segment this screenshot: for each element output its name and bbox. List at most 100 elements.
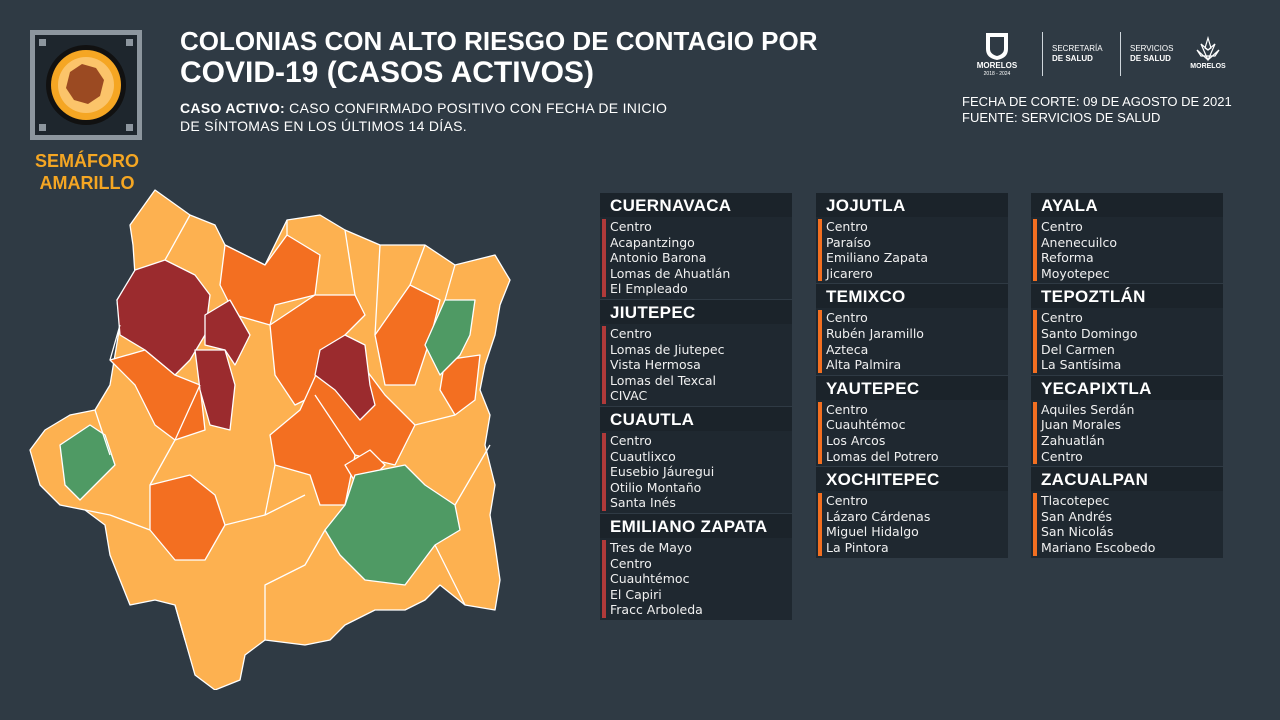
colonia-item: CIVAC — [610, 388, 648, 404]
subtitle: CASO ACTIVO: CASO CONFIRMADO POSITIVO CO… — [180, 99, 680, 135]
municipio-title: AYALA — [1031, 193, 1223, 217]
colonia-item: Moyotepec — [1041, 265, 1110, 281]
colonia-item: Paraíso — [826, 234, 872, 250]
municipio-title: YECAPIXTLA — [1031, 375, 1223, 400]
colonia-item: Anenecuilco — [1041, 234, 1118, 250]
colonia-item: Centro — [1041, 448, 1083, 464]
region-high — [219, 234, 321, 326]
secretaria-line1: SECRETARÍA — [1052, 44, 1103, 53]
municipio-block: YECAPIXTLA Aquiles Serdán Juan Morales Zahu… — [1031, 375, 1223, 467]
municipio-title: CUAUTLA — [600, 407, 792, 431]
colonia-item: Cuautlixco — [610, 448, 676, 464]
servicios-line2: DE SALUD — [1130, 54, 1171, 63]
semaforo-label: SEMÁFORO AMARILLO — [22, 150, 152, 194]
colonias-list: Centro Lázaro Cárdenas Miguel Hidalgo La Pi… — [816, 491, 1008, 557]
colonia-item: Centro — [610, 433, 652, 448]
colonias-list: Aquiles Serdán Juan Morales Zahuatlán Centr… — [1031, 400, 1223, 466]
region-low — [424, 299, 476, 376]
colonia-item: Centro — [610, 326, 652, 341]
fuente: FUENTE: SERVICIOS DE SALUD — [962, 110, 1161, 125]
colonias-list: Centro Lomas de Jiutepec Vista Hermosa Loma… — [600, 324, 792, 406]
colonia-item: Centro — [826, 401, 868, 417]
semaforo-line1: SEMÁFORO — [34, 151, 139, 171]
colonia-item: San Nicolás — [1041, 524, 1114, 540]
colonia-item: La Pintora — [826, 539, 889, 555]
municipio-title: XOCHITEPEC — [816, 467, 1008, 492]
region-very-high — [204, 299, 251, 366]
municipio-title: EMILIANO ZAPATA — [600, 514, 792, 538]
colonia-item: Antonio Barona — [610, 250, 707, 266]
colonia-item: Centro — [826, 310, 868, 326]
colonia-item: Alta Palmira — [826, 357, 902, 373]
morelos-years: 2018 - 2024 — [983, 71, 1011, 77]
municipal-borders — [84, 214, 491, 641]
semaforo-line2: AMARILLO — [39, 173, 135, 193]
fecha-corte: FECHA DE CORTE: 09 DE AGOSTO DE 2021 — [962, 94, 1232, 109]
colonia-item: Acapantzingo — [610, 234, 695, 250]
colonia-item: Cuauhtémoc — [610, 571, 690, 587]
municipio-title: TEMIXCO — [816, 284, 1008, 309]
subtitle-bold: CASO ACTIVO: — [180, 100, 285, 116]
colonia-item: Tres de Mayo — [610, 540, 692, 555]
semaforo-icon — [30, 30, 142, 140]
colonia-item: Centro — [610, 555, 652, 571]
colonia-item: Centro — [1041, 219, 1083, 234]
region-very-high — [194, 349, 236, 431]
logo-divider — [1042, 32, 1043, 76]
page-title: COLONIAS CON ALTO RIESGO DE CONTAGIO POR… — [180, 26, 818, 90]
colonia-item: Lomas de Ahuatlán — [610, 265, 731, 281]
municipio-block: JOJUTLA Centro Paraíso Emiliano Zapata Jicar… — [816, 193, 1008, 284]
colonia-item: Centro — [610, 219, 652, 234]
municipio-block: XOCHITEPEC Centro Lázaro Cárdenas Miguel Hi… — [816, 467, 1008, 558]
colonia-item: Aquiles Serdán — [1041, 401, 1135, 417]
colonias-list: Centro Anenecuilco Reforma Moyotepec — [1031, 217, 1223, 283]
colonias-list: Centro Cuautlixco Eusebio Jáuregui Otilio M… — [600, 431, 792, 513]
colonia-item: Lomas del Texcal — [610, 372, 716, 388]
municipio-block: ZACUALPAN Tlacotepec San Andrés San Nicolás… — [1031, 467, 1223, 558]
region-very-high — [116, 259, 211, 376]
municipio-block: TEMIXCO Centro Rubén Jaramillo Azteca Alta P… — [816, 284, 1008, 375]
municipio-block: JIUTEPEC Centro Lomas de Jiutepec Vista Her… — [600, 300, 792, 406]
colonia-item: Rubén Jaramillo — [826, 325, 924, 341]
colonia-item: Emiliano Zapata — [826, 250, 929, 266]
municipio-title: CUERNAVACA — [600, 193, 792, 217]
municipio-title: TEPOZTLÁN — [1031, 284, 1223, 309]
servicios-logo: SERVICIOS DE SALUD — [1130, 28, 1180, 80]
municipio-title: YAUTEPEC — [816, 375, 1008, 400]
region-very-high — [314, 334, 376, 421]
colonias-list: Centro Rubén Jaramillo Azteca Alta Palmira — [816, 308, 1008, 374]
colonia-item: Tlacotepec — [1041, 493, 1110, 509]
colonia-item: Lázaro Cárdenas — [826, 508, 931, 524]
region-low — [59, 424, 116, 501]
colonia-item: Cuauhtémoc — [826, 417, 906, 433]
subtitle-rest: CASO CONFIRMADO POSITIVO CON FECHA DE IN… — [180, 100, 668, 134]
municipio-block: AYALA Centro Anenecuilco Reforma Moyotepec — [1031, 193, 1223, 284]
colonia-item: Centro — [826, 219, 868, 234]
colonia-item: Eusebio Jáuregui — [610, 464, 715, 480]
colonia-item: Reforma — [1041, 250, 1094, 266]
region-low — [324, 464, 461, 586]
region-high — [149, 474, 226, 561]
servicios-line1: SERVICIOS — [1130, 44, 1174, 53]
title-line1: COLONIAS CON ALTO RIESGO DE CONTAGIO POR — [180, 26, 818, 56]
colonias-list: Centro Santo Domingo Del Carmen La Santísim… — [1031, 308, 1223, 374]
colonia-item: San Andrés — [1041, 508, 1112, 524]
morelos-gov-text: MORELOS — [976, 61, 1018, 70]
colonia-item: Otilio Montaño — [610, 479, 702, 495]
colonias-list: Centro Cuauhtémoc Los Arcos Lomas del Potre… — [816, 400, 1008, 466]
municipio-block: CUAUTLA Centro Cuautlixco Eusebio Jáuregui O… — [600, 407, 792, 513]
logo-divider — [1120, 32, 1121, 76]
colonia-item: Zahuatlán — [1041, 432, 1105, 448]
colonia-item: Juan Morales — [1041, 417, 1122, 433]
colonia-item: Centro — [1041, 310, 1083, 326]
colonias-list: Tlacotepec San Andrés San Nicolás Mariano E… — [1031, 491, 1223, 557]
municipio-title: ZACUALPAN — [1031, 467, 1223, 492]
municipio-block: EMILIANO ZAPATA Tres de Mayo Centro Cuauhté… — [600, 514, 792, 620]
colonia-item: El Empleado — [610, 281, 688, 297]
shield-icon — [986, 33, 1008, 60]
colonias-list: Centro Acapantzingo Antonio Barona Lomas de… — [600, 217, 792, 299]
morelos-gov-logo: MORELOS 2018 - 2024 — [972, 28, 1022, 80]
municipio-title: JOJUTLA — [816, 193, 1008, 217]
municipio-block: TEPOZTLÁN Centro Santo Domingo Del Carmen La… — [1031, 284, 1223, 375]
colonia-item: Jicarero — [826, 265, 873, 281]
